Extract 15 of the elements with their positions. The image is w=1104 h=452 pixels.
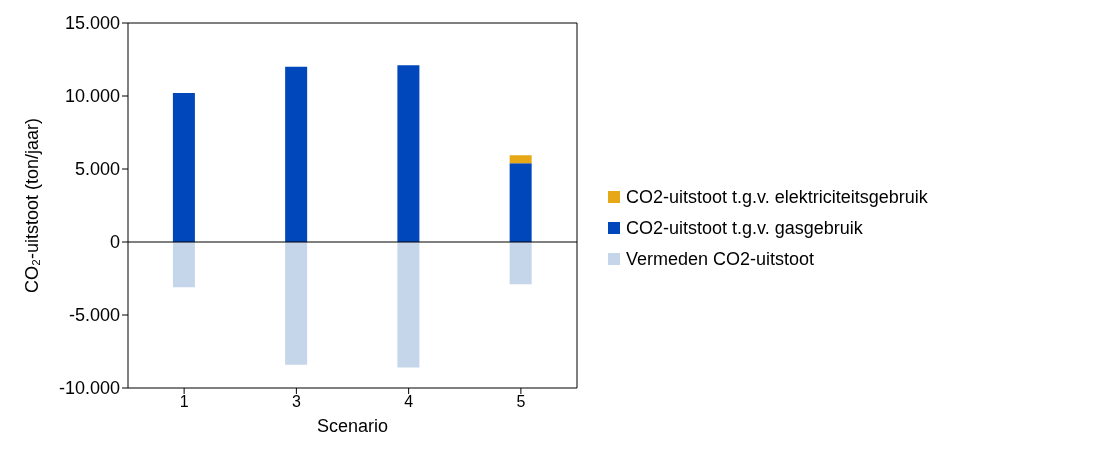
y-axis-title: CO₂-uitstoot (ton/jaar) — [22, 117, 42, 294]
y-tick-label: 5.000 — [74, 159, 120, 180]
legend-label: Vermeden CO2-uitstoot — [626, 248, 815, 270]
x-axis-title: Scenario — [316, 416, 389, 436]
y-tick-label: 10.000 — [64, 86, 120, 107]
y-tick-label: 15.000 — [64, 13, 120, 34]
legend-label: CO2-uitstoot t.g.v. elektriciteitsgebruik — [626, 186, 928, 208]
x-tick-label: 4 — [404, 393, 414, 411]
y-tick-label: 0 — [109, 232, 120, 253]
y-tick-label: -5.000 — [68, 305, 120, 326]
y-tick-label: -10.000 — [58, 378, 120, 399]
x-tick-label: 1 — [179, 393, 189, 411]
legend-label: CO2-uitstoot t.g.v. gasgebruik — [626, 217, 863, 239]
x-tick-label: 3 — [291, 393, 301, 411]
x-tick-label: 5 — [516, 393, 526, 411]
